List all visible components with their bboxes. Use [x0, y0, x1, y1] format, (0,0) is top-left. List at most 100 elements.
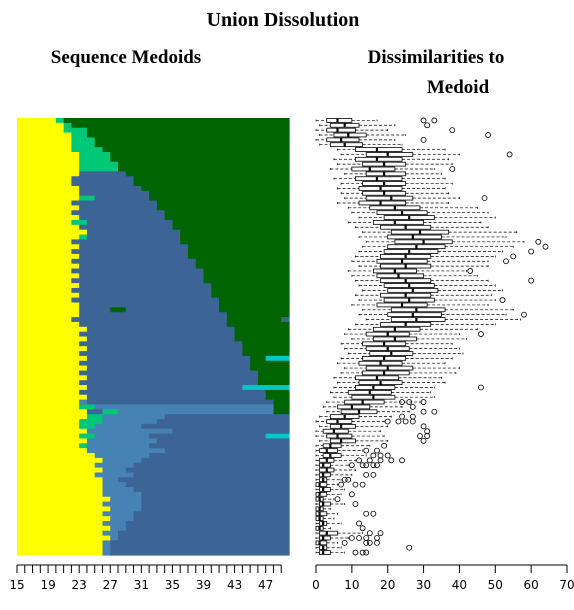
- sequence-segment: [273, 409, 290, 415]
- sequence-segment: [219, 297, 290, 304]
- box-outlier: [370, 452, 377, 459]
- sequence-segment: [79, 234, 88, 240]
- sequence-segment: [17, 205, 80, 211]
- x-tick-label: 39: [196, 578, 211, 592]
- x-tick-label: 15: [9, 578, 24, 592]
- sequence-segment: [102, 545, 111, 551]
- sequence-segment: [17, 321, 80, 328]
- box-outlier: [409, 418, 416, 425]
- sequence-segment: [71, 210, 166, 216]
- sequence-segment: [17, 467, 104, 474]
- sequence-segment: [141, 457, 290, 464]
- sequence-segment: [86, 336, 236, 342]
- sequence-segment: [17, 210, 72, 216]
- sequence-segment: [79, 443, 88, 449]
- sequence-segment: [164, 448, 290, 454]
- sequence-segment: [17, 297, 72, 304]
- box-outlier: [409, 404, 416, 410]
- sequence-segment: [17, 341, 80, 347]
- box-outlier: [374, 535, 380, 541]
- sequence-segment: [71, 219, 88, 226]
- sequence-segment: [17, 263, 80, 270]
- box-iqr: [365, 365, 414, 371]
- sequence-segment: [17, 419, 80, 425]
- sequence-segment: [71, 132, 88, 139]
- sequence-segment: [86, 346, 243, 352]
- sequence-segment: [257, 380, 290, 386]
- box-outlier: [384, 418, 391, 425]
- sequence-index-panel: [17, 118, 290, 556]
- sequence-segment: [17, 453, 96, 459]
- sequence-segment: [17, 438, 88, 444]
- box-outlier: [395, 418, 402, 425]
- sequence-segment: [71, 249, 189, 255]
- sequence-segment: [55, 118, 65, 124]
- box-outlier: [420, 399, 427, 405]
- box-outlier: [510, 253, 517, 260]
- box-iqr: [322, 453, 342, 458]
- box-outlier: [424, 428, 431, 435]
- sequence-segment: [180, 234, 290, 240]
- sequence-segment: [118, 535, 290, 542]
- sequence-segment: [257, 370, 290, 376]
- box-outlier: [499, 297, 506, 303]
- sequence-segment: [17, 457, 104, 464]
- sequence-segment: [17, 404, 80, 410]
- sequence-segment: [156, 205, 290, 211]
- box-outlier: [420, 437, 427, 444]
- sequence-segment: [102, 487, 135, 493]
- sequence-segment: [203, 268, 290, 274]
- x-tick-label: 43: [227, 578, 242, 592]
- box-outlier: [348, 462, 355, 469]
- box-iqr: [315, 511, 328, 517]
- sequence-segment: [17, 521, 104, 527]
- sequence-segment: [17, 185, 80, 192]
- sequence-segment: [17, 122, 65, 129]
- sequence-segment: [17, 161, 80, 168]
- sequence-segment: [17, 477, 104, 483]
- sequence-segment: [187, 249, 290, 255]
- sequence-segment: [273, 399, 290, 406]
- sequence-segment: [211, 287, 290, 294]
- box-iqr: [329, 142, 364, 148]
- sequence-segment: [156, 419, 290, 425]
- sequence-segment: [86, 132, 290, 139]
- sequence-segment: [17, 414, 88, 420]
- sequence-segment: [195, 263, 290, 270]
- sequence-segment: [17, 511, 104, 517]
- sequence-segment: [71, 258, 197, 265]
- sequence-segment: [94, 423, 142, 430]
- sequence-segment: [79, 215, 166, 221]
- box-outlier: [528, 277, 535, 284]
- box-outlier: [478, 331, 484, 337]
- box-outlier: [359, 549, 366, 556]
- sequence-segment: [79, 151, 111, 158]
- x-tick-label: 35: [165, 578, 180, 592]
- box-outlier: [370, 462, 377, 469]
- sequence-segment: [17, 229, 88, 236]
- sequence-segment: [17, 530, 104, 537]
- box-iqr: [355, 385, 396, 390]
- box-outlier: [388, 457, 395, 464]
- right-panel-title: Dissimilarities to Medoid: [368, 47, 505, 98]
- box-outlier: [506, 151, 513, 158]
- box-iqr: [372, 326, 421, 332]
- box-iqr: [329, 438, 356, 444]
- sequence-segment: [17, 487, 104, 493]
- box-outlier: [356, 535, 362, 541]
- box-iqr: [319, 530, 338, 536]
- sequence-segment: [110, 516, 135, 522]
- sequence-segment: [172, 428, 290, 435]
- sequence-segment: [17, 118, 57, 124]
- sequence-segment: [17, 394, 88, 401]
- box-outlier: [363, 510, 370, 517]
- box-iqr: [319, 487, 331, 492]
- box-iqr: [326, 419, 353, 424]
- sequence-segment: [17, 462, 96, 469]
- sequence-segment: [63, 127, 88, 134]
- box-outlier: [345, 476, 352, 483]
- sequence-segment: [211, 292, 290, 299]
- sequence-segment: [94, 433, 150, 440]
- sequence-segment: [242, 351, 290, 357]
- box-iqr: [344, 399, 385, 405]
